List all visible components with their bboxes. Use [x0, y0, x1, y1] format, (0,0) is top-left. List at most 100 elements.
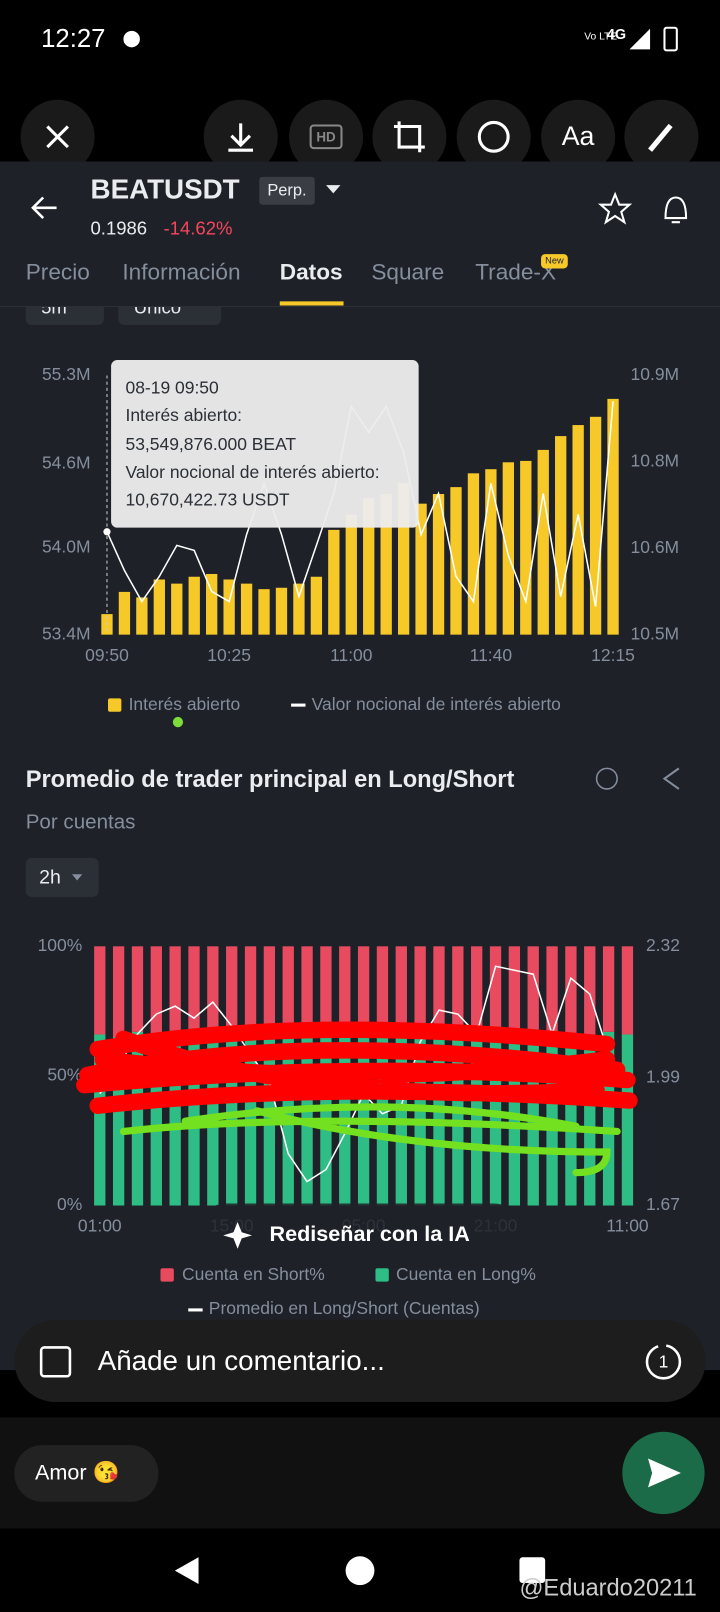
symbol: BEATUSDT: [91, 174, 240, 205]
bar: [414, 946, 426, 1035]
bar: [397, 482, 410, 635]
tooltip-time: 08-19 09:50: [125, 377, 219, 397]
y2-tick-label: 2.32: [646, 935, 680, 955]
bar: [206, 573, 218, 635]
bar: [415, 503, 427, 635]
section-subtitle: Por cuentas: [26, 810, 136, 833]
tab-active[interactable]: Datos: [280, 260, 343, 285]
bar: [244, 946, 257, 1038]
ai-button-label: Rediseñar con la IA: [269, 1221, 470, 1246]
tooltip-label: Interés abierto:: [125, 405, 242, 425]
bar: [432, 494, 445, 635]
text-tool-label: Aa: [562, 121, 595, 151]
nav-home[interactable]: [345, 1556, 375, 1586]
legend-label[interactable]: Promedio en Long/Short (Cuentas): [209, 1298, 480, 1318]
reply-chip[interactable]: [14, 1445, 159, 1502]
bar: [489, 946, 502, 1030]
x-tick-label: 10:25: [207, 645, 251, 665]
tab[interactable]: Información: [122, 260, 240, 285]
network: 4G: [607, 27, 626, 43]
info-icon[interactable]: [595, 767, 618, 790]
legend-swatch: [291, 703, 306, 707]
y-tick-label: 0%: [57, 1194, 82, 1214]
open-interest-chart: 53.4M 54.0M 54.6M 55.3M 10.5M 10.6M 10.8M 10.9M…: [42, 364, 679, 665]
y2-tick-label: 10.5M: [631, 623, 680, 643]
sticker-button[interactable]: [456, 99, 531, 174]
bar: [602, 946, 615, 1032]
tooltip: 08-19 09:50 Interés abierto: 53,549,876.…: [103, 360, 419, 635]
header-background: [0, 161, 720, 307]
clock: 12:27: [41, 25, 105, 53]
download-icon: [228, 123, 254, 152]
timer-icon[interactable]: [645, 1344, 682, 1380]
y-tick-label: 54.0M: [42, 536, 91, 556]
share-button[interactable]: [662, 767, 680, 790]
tab[interactable]: Square: [371, 260, 444, 285]
interval-caret: [72, 874, 83, 881]
y2-tick-label: 10.9M: [631, 364, 680, 384]
watermark: @Eduardo20211: [519, 1575, 696, 1601]
bar: [94, 946, 106, 1035]
bar: [502, 462, 514, 635]
y-tick-label: 50%: [47, 1065, 82, 1085]
y2-tick-label: 10.8M: [631, 450, 680, 470]
tooltip-value: 53,549,876.000 BEAT: [125, 434, 296, 454]
x-tick-label: 11:40: [470, 645, 513, 665]
bar: [328, 529, 340, 635]
ai-button[interactable]: [195, 1203, 525, 1266]
back-button[interactable]: [31, 196, 57, 219]
nav-recents[interactable]: [519, 1557, 546, 1584]
bar: [320, 946, 332, 1032]
bar: [621, 946, 634, 1035]
bar: [467, 473, 480, 635]
bar: [357, 946, 370, 1038]
pencil-icon: [648, 123, 673, 152]
tab[interactable]: Precio: [26, 260, 90, 285]
legend-label[interactable]: Cuenta en Short%: [182, 1264, 325, 1284]
bar: [310, 576, 323, 635]
hd-button[interactable]: [289, 99, 364, 174]
interval-pill[interactable]: [25, 857, 99, 897]
bar: [223, 579, 235, 635]
favorite-button[interactable]: [597, 191, 633, 225]
scribble: [76, 1021, 638, 1177]
bar: [520, 460, 532, 635]
gallery-icon[interactable]: [39, 1346, 72, 1378]
bar: [433, 946, 445, 1038]
bar: [602, 1031, 615, 1206]
close-icon: [46, 125, 69, 149]
y2-tick-label: 1.67: [646, 1194, 680, 1214]
bar: [395, 946, 407, 1032]
legend-label[interactable]: Valor nocional de interés abierto: [312, 694, 561, 714]
bar: [508, 946, 521, 1035]
tooltip-box: [111, 360, 419, 528]
bar: [376, 946, 389, 1035]
comment-placeholder: Añade un comentario...: [98, 1345, 385, 1376]
timer-label: 1: [659, 1352, 669, 1372]
crop-button[interactable]: [372, 99, 447, 174]
symbol-dropdown[interactable]: [326, 185, 341, 194]
bar: [207, 946, 219, 1032]
price-change: -14.62%: [164, 217, 233, 238]
carrier: Vo LTE: [584, 32, 617, 43]
hd-label: HD: [316, 129, 336, 144]
pager-dot: [172, 716, 184, 728]
y-tick-label: 53.4M: [42, 623, 91, 643]
alert-button[interactable]: [664, 196, 688, 224]
reply-chip-label: Amor 😘: [35, 1460, 119, 1485]
legend-label[interactable]: Interés abierto: [129, 694, 241, 714]
badge: [541, 254, 568, 269]
bar: [150, 1034, 162, 1206]
bar: [452, 946, 464, 1035]
interval-label: 2h: [39, 867, 61, 889]
nav-back[interactable]: [174, 1557, 199, 1585]
legend-label[interactable]: Cuenta en Long%: [396, 1264, 536, 1284]
bar: [293, 583, 305, 635]
bar: [131, 1031, 144, 1206]
bar: [153, 579, 165, 635]
text-button[interactable]: [541, 99, 616, 174]
comment-input[interactable]: [14, 1319, 706, 1402]
contract-badge: [259, 176, 315, 205]
bar: [275, 587, 288, 635]
